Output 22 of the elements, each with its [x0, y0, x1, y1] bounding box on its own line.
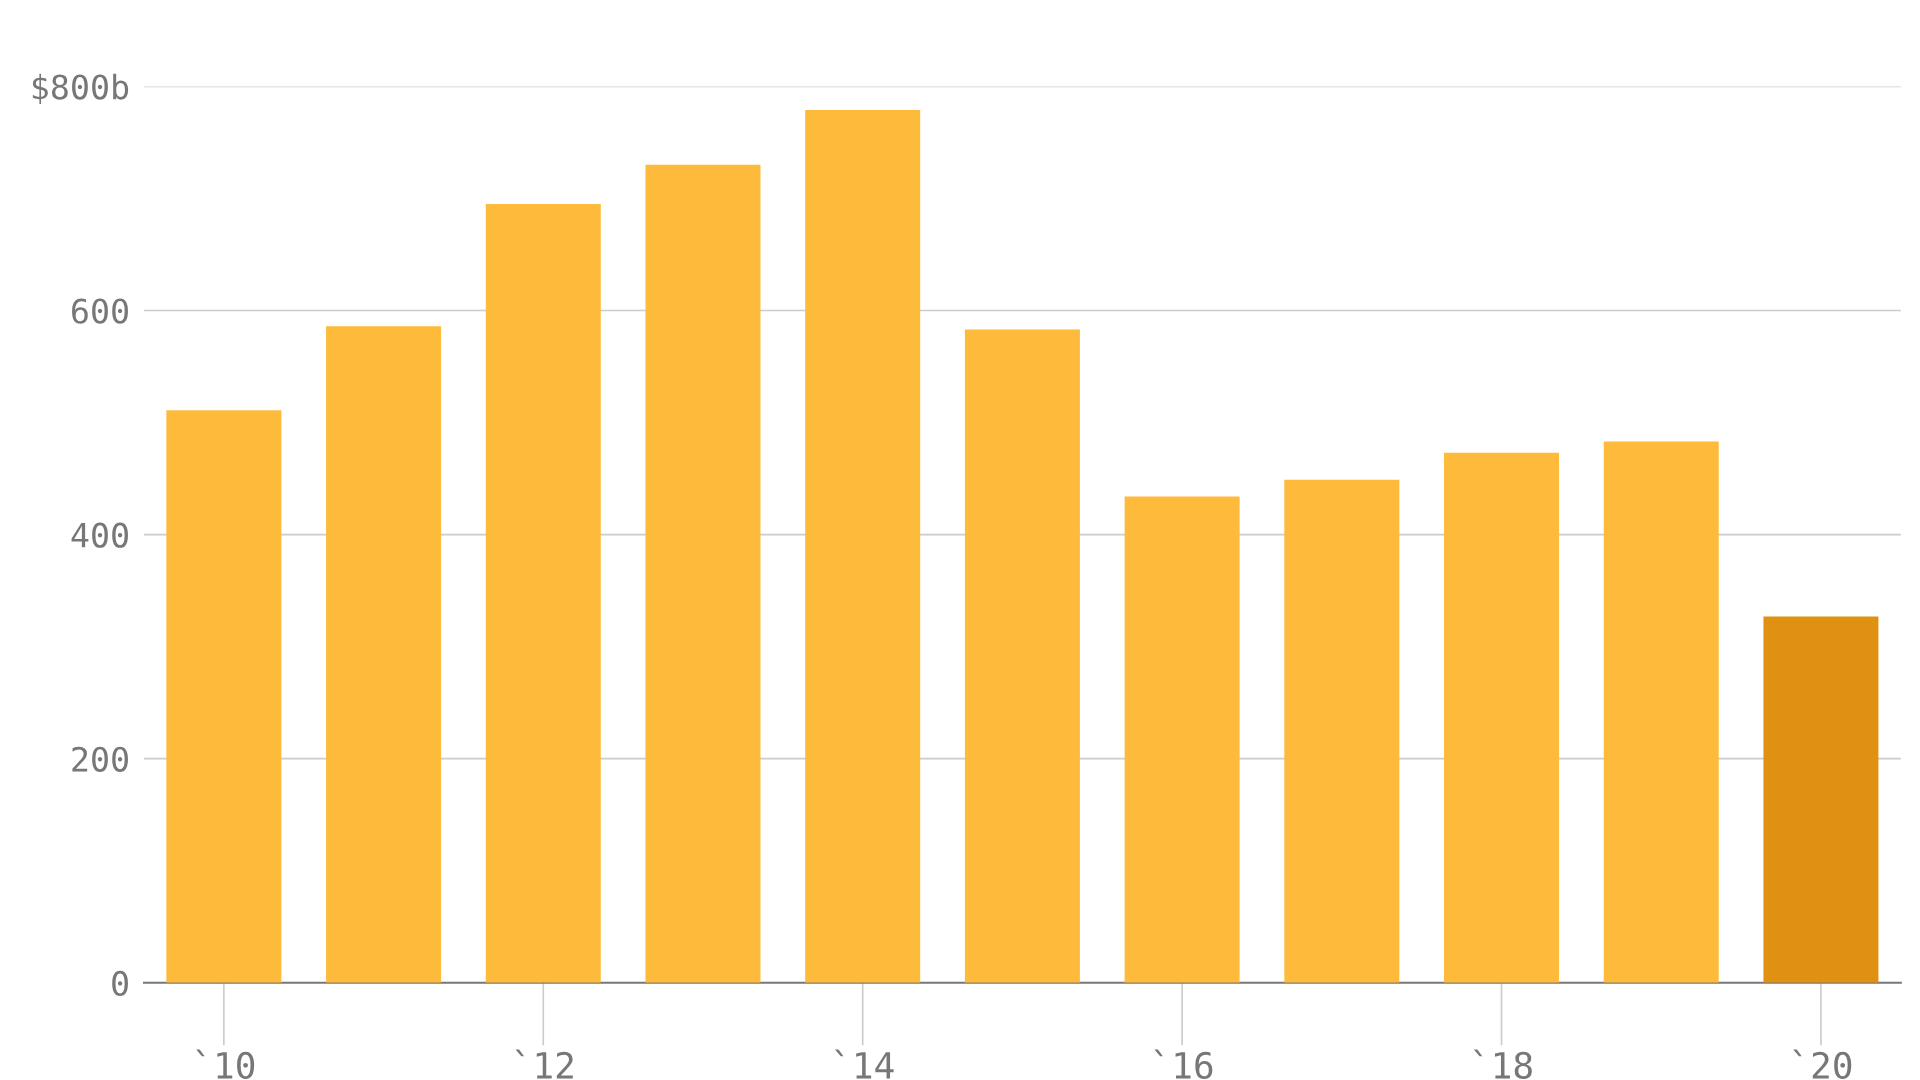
y-tick-label: 200	[72, 746, 128, 772]
x-tick-label: `14	[835, 1049, 894, 1079]
x-tick-label: `20	[1793, 1049, 1852, 1079]
bar	[326, 326, 442, 983]
bar	[1124, 496, 1240, 983]
y-tick-label: 0	[112, 970, 128, 997]
bar	[805, 109, 921, 983]
y-tick-label: $800b	[32, 73, 129, 105]
bar	[1763, 616, 1879, 983]
x-tick-label: `10	[196, 1049, 255, 1079]
bar	[1284, 479, 1400, 983]
y-tick-label: 600	[72, 298, 128, 324]
bar	[485, 204, 601, 983]
bar	[1444, 452, 1560, 983]
bar	[964, 329, 1080, 983]
x-tick-label: `12	[515, 1049, 573, 1079]
bar	[645, 164, 761, 983]
bar	[166, 410, 282, 983]
bar	[1603, 441, 1719, 983]
x-tick-label: `16	[1154, 1049, 1213, 1079]
y-tick-label: 400	[71, 522, 128, 548]
x-tick-label: `18	[1473, 1049, 1532, 1079]
